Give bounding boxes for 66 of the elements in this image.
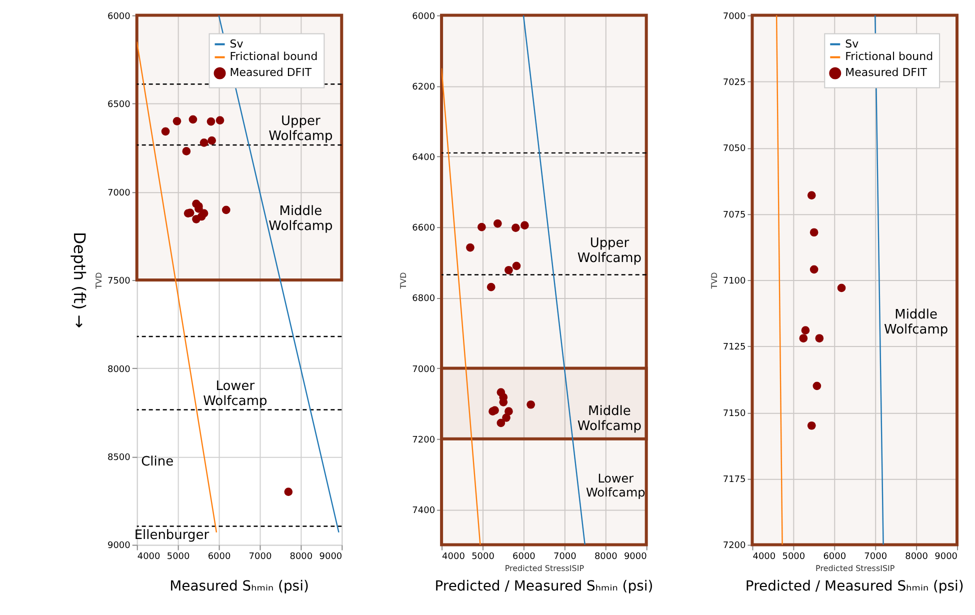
legend-label: Sv <box>845 37 860 50</box>
y-tick-label: 7175 <box>722 475 746 486</box>
y-tick-label: 7150 <box>722 408 746 419</box>
x-tick-label: 7000 <box>248 552 272 562</box>
y-tick-label: 8500 <box>107 453 131 464</box>
annotation: Middle Wolfcamp <box>268 204 333 234</box>
y-axis-title: TVD <box>94 272 104 290</box>
y-tick-label: 6200 <box>412 82 436 92</box>
x-tick-label: 5000 <box>782 552 806 562</box>
annotation: Lower Wolfcamp <box>203 378 268 409</box>
y-tick-label: 6600 <box>412 224 436 234</box>
annotation: Middle Wolfcamp <box>577 404 642 434</box>
annotation: Lower Wolfcamp <box>586 472 646 500</box>
x-tick-label: 4000 <box>137 552 161 562</box>
annotation: Upper Wolfcamp <box>268 114 333 144</box>
text: Depth (ft) → <box>70 232 89 328</box>
x-tick-label: 6000 <box>208 552 231 562</box>
x-tick-label: 6000 <box>512 552 536 562</box>
annotation: Cline <box>141 454 174 470</box>
x-tick-label: 8000 <box>290 552 313 562</box>
x-tick-label: 4000 <box>442 552 466 562</box>
annotation: Middle Wolfcamp <box>884 307 948 338</box>
y-tick-label: 6000 <box>412 12 436 22</box>
text: Predicted / Measured Sₕₘᵢₙ (psi) <box>434 578 654 595</box>
legend-label: Frictional bound <box>845 50 934 64</box>
x-axis-title: Predicted StressISIP <box>816 564 895 574</box>
annotation: Ellenburger <box>134 528 210 544</box>
text: Measured Sₕₘᵢₙ (psi) <box>170 578 309 595</box>
x-tick-label: 7000 <box>553 552 577 562</box>
text: Predicted / Measured Sₕₘᵢₙ (psi) <box>745 578 964 595</box>
annotation: Upper Wolfcamp <box>577 236 642 266</box>
legend-label: Sv <box>230 37 244 50</box>
x-tick-label: 4000 <box>752 552 776 562</box>
y-tick-label: 7025 <box>722 78 746 88</box>
x-tick-label: 9000 <box>934 552 958 562</box>
y-tick-label: 9000 <box>107 541 131 552</box>
y-axis-title: TVD <box>399 272 408 290</box>
y-tick-label: 8000 <box>107 364 131 375</box>
x-tick-label: 6000 <box>823 552 846 562</box>
y-tick-label: 7000 <box>107 188 131 198</box>
legend-label: Measured DFIT <box>230 66 312 80</box>
y-tick-label: 7500 <box>107 276 131 287</box>
y-tick-label: 7000 <box>722 12 746 22</box>
x-tick-label: 7000 <box>864 552 888 562</box>
y-tick-label: 6500 <box>107 100 131 110</box>
y-tick-label: 7400 <box>412 506 436 516</box>
y-axis-title: TVD <box>710 272 719 290</box>
y-tick-label: 7100 <box>722 276 746 287</box>
y-tick-label: 7200 <box>412 435 436 446</box>
y-tick-label: 6400 <box>412 152 436 163</box>
legend-label: Measured DFIT <box>845 66 928 80</box>
x-tick-label: 8000 <box>905 552 928 562</box>
x-tick-label: 9000 <box>319 552 342 562</box>
x-tick-label: 8000 <box>594 552 618 562</box>
x-tick-label: 9000 <box>624 552 648 562</box>
y-tick-label: 7200 <box>722 541 746 552</box>
x-tick-label: 5000 <box>166 552 190 562</box>
x-tick-label: 5000 <box>472 552 495 562</box>
y-tick-label: 7050 <box>722 144 746 154</box>
y-tick-label: 7075 <box>722 210 746 220</box>
y-tick-label: 6000 <box>107 12 131 22</box>
legend-label: Frictional bound <box>230 50 318 64</box>
y-tick-label: 7125 <box>722 342 746 353</box>
x-axis-title: Predicted StressISIP <box>504 564 584 574</box>
y-tick-label: 6800 <box>412 294 436 304</box>
y-tick-label: 7000 <box>412 364 436 375</box>
